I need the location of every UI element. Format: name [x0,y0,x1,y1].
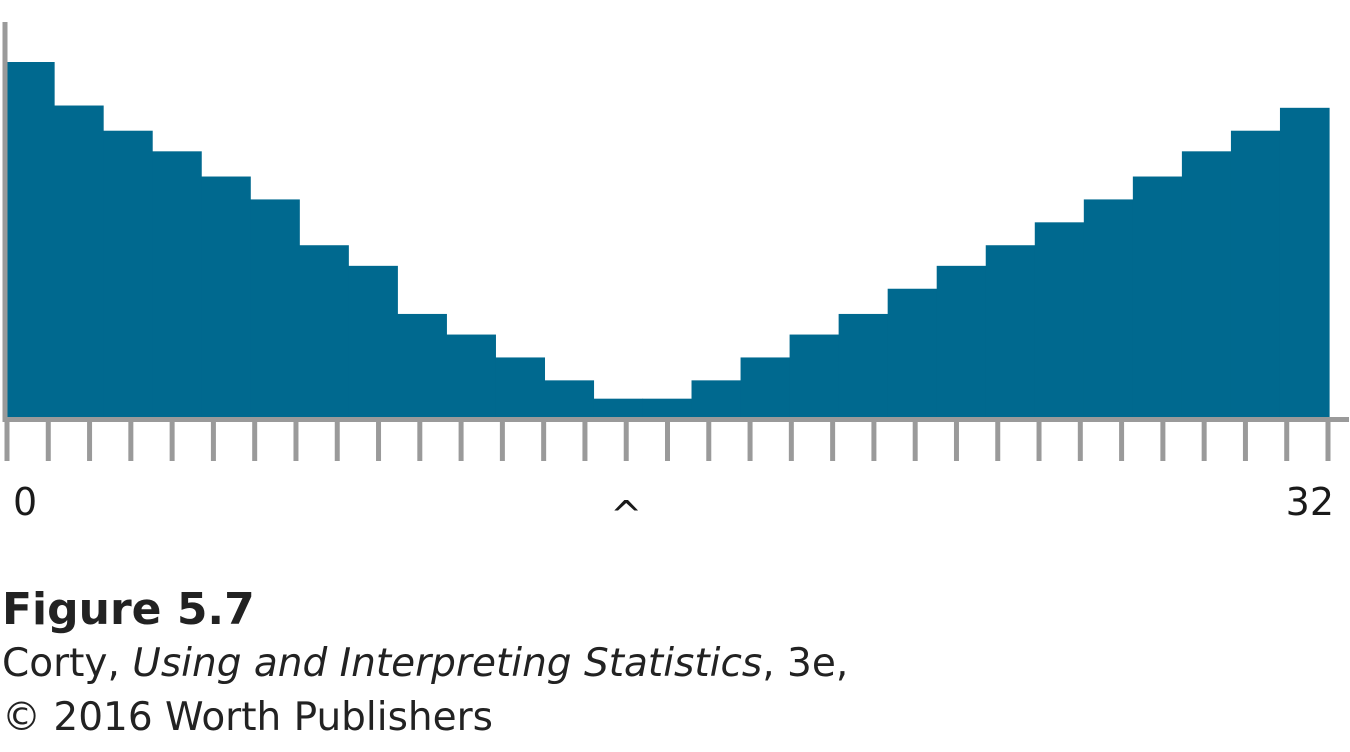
histogram-bar [1132,176,1183,417]
histogram-bar [789,334,840,417]
histogram-bar [250,199,300,417]
histogram-bar [1279,107,1330,417]
x-tick-label: ^ [610,493,642,537]
histogram-bar [936,265,987,417]
figure-title: Figure 5.7 [2,584,255,635]
histogram-bar [1034,222,1085,417]
histogram-bar [348,265,398,417]
histogram-bar [152,151,202,417]
histogram-bar [103,130,153,417]
tick-labels-group: 0 ^ 32 [13,480,1334,537]
citation-author: Corty, [2,641,133,686]
histogram-bar [1083,199,1134,417]
x-tick-label: 0 [13,480,37,524]
figure-copyright: © 2016 Worth Publishers [2,695,493,740]
histogram-bar [642,398,693,417]
histogram-bar [691,380,742,417]
histogram-bar [299,245,349,417]
bars-group [5,62,1330,418]
figure-caption: Figure 5.7 Corty, Using and Interpreting… [2,583,848,745]
x-tick-label: 32 [1286,480,1334,524]
histogram-bar [495,357,546,417]
histogram-bar [838,313,889,417]
histogram-bar [446,334,496,417]
tick-marks-group [4,420,1331,461]
axes-group [2,22,1349,422]
figure-citation: Corty, Using and Interpreting Statistics… [2,637,848,691]
histogram-bar [201,176,251,417]
citation-book-title: Using and Interpreting Statistics [132,641,763,686]
histogram-bar [5,62,55,417]
histogram-bar [544,380,595,417]
histogram-bar [1230,130,1281,417]
histogram-bar [54,105,104,418]
histogram-bar [593,398,644,417]
histogram-bar [1181,151,1232,417]
histogram-bar [740,357,791,417]
histogram-chart: 0 ^ 32 [2,22,1349,537]
histogram-bar [397,313,447,417]
citation-edition: , 3e, [762,641,849,686]
histogram-bar [985,245,1036,417]
histogram-bar [887,288,938,417]
